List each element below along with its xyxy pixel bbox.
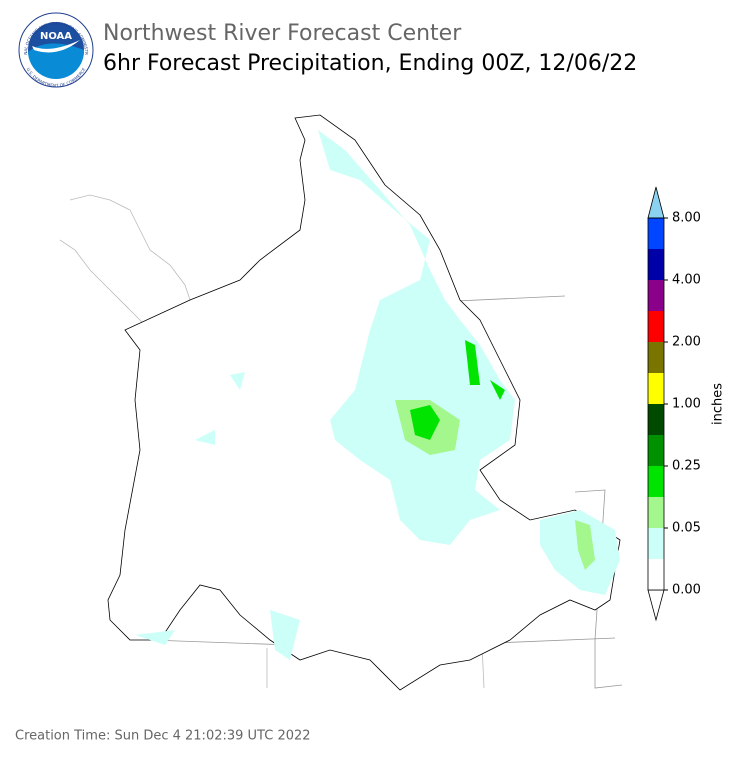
- colorbar-segment: [648, 342, 664, 373]
- colorbar-tick-label: 1.00: [672, 397, 701, 412]
- colorbar-segment: [648, 435, 664, 466]
- map: [59, 114, 623, 691]
- subtitle: 6hr Forecast Precipitation, Ending 00Z, …: [103, 51, 637, 76]
- colorbar-segment: [648, 404, 664, 435]
- title: Northwest River Forecast Center: [103, 21, 462, 46]
- colorbar-segment: [648, 559, 664, 590]
- colorbar-under: [647, 589, 665, 622]
- colorbar-segment: [648, 466, 664, 497]
- colorbar-over: [647, 186, 665, 219]
- colorbar-segment: [648, 497, 664, 528]
- colorbar-tick-label: 4.00: [672, 273, 701, 288]
- colorbar-tick-label: 0.25: [672, 459, 701, 474]
- colorbar-label: inches: [711, 383, 726, 425]
- colorbar-segment: [648, 218, 664, 249]
- colorbar-tick-label: 0.05: [672, 521, 701, 536]
- colorbar-segment: [648, 373, 664, 404]
- colorbar-tick-label: 2.00: [672, 335, 701, 350]
- colorbar-segment: [648, 249, 664, 280]
- colorbar-tick-label: 8.00: [672, 211, 701, 226]
- colorbar: 0.00 0.05 0.25 1.00 2.00 4.00 8.00: [647, 186, 701, 622]
- colorbar-tick-label: 0.00: [672, 583, 701, 598]
- colorbar-segment: [648, 528, 664, 559]
- noaa-logo: NOAA NATIONAL OCEANIC AND ATMOSPHERIC AD…: [0, 0, 94, 88]
- creation-time: Creation Time: Sun Dec 4 21:02:39 UTC 20…: [15, 729, 311, 744]
- colorbar-segment: [648, 311, 664, 342]
- logo-text: NOAA: [40, 31, 72, 42]
- colorbar-segment: [648, 280, 664, 311]
